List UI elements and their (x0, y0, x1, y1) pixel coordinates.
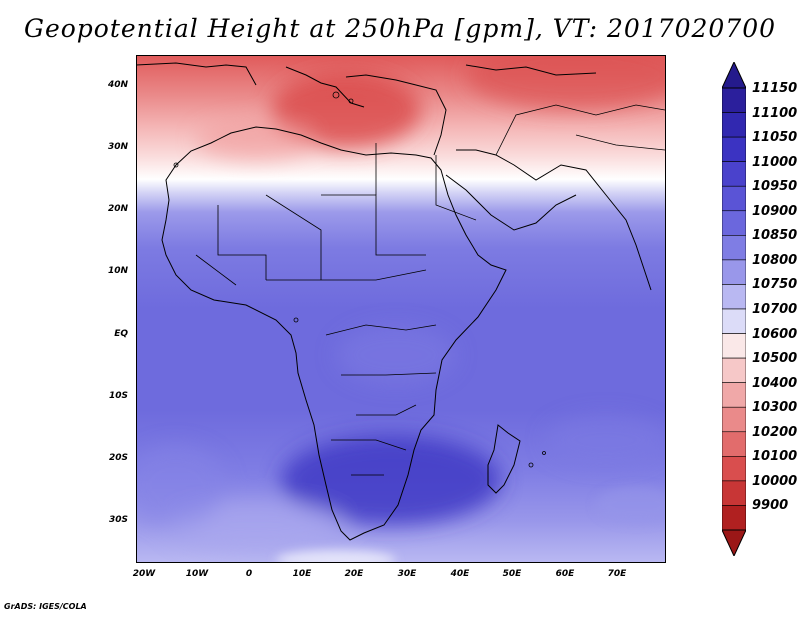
colorbar-label: 10750 (752, 277, 798, 293)
colorbar-cell (722, 235, 746, 261)
colorbar-cell (722, 431, 746, 457)
coastlines (136, 62, 652, 541)
geopotential-map (136, 55, 665, 562)
colorbar-cell (722, 284, 746, 310)
colorbar-label: 10800 (752, 252, 798, 268)
colorbar-cell (722, 259, 746, 285)
lon-label-50e: 50E (502, 569, 522, 579)
lat-label-30s: 30S (108, 515, 128, 525)
lat-label-40n: 40N (107, 80, 128, 90)
colorbar-label: 11100 (752, 105, 798, 121)
colorbar-label: 10700 (752, 302, 798, 317)
colorbar-cell (722, 136, 746, 162)
country-borders (195, 104, 665, 476)
colorbar-cell (722, 406, 746, 433)
lon-label-20w: 20W (132, 569, 156, 579)
colorbar-label: 11150 (752, 81, 798, 96)
colorbar-cell (722, 87, 746, 113)
lat-label-10s: 10S (108, 391, 128, 401)
colorbar-label: 10950 (752, 179, 798, 195)
lat-label-30n: 30N (107, 142, 128, 152)
lat-label-20n: 20N (107, 204, 128, 214)
credit-text: GrADS: IGES/COLA (4, 602, 87, 611)
lat-label-eq: EQ (114, 329, 128, 339)
colorbar-label: 10850 (752, 228, 798, 244)
colorbar-cell (722, 357, 746, 383)
colorbar-label: 10500 (752, 351, 798, 367)
colorbar-top-arrow (722, 62, 746, 89)
height-anomalies (136, 55, 665, 550)
colorbar-label: 11050 (752, 130, 798, 146)
map-plot-area (136, 55, 665, 562)
colorbar-cell (722, 185, 746, 212)
lon-label-70e: 70E (607, 569, 627, 579)
lon-label-0: 0 (245, 569, 253, 579)
lon-label-10e: 10E (292, 569, 312, 579)
lon-label-10w: 10W (185, 569, 209, 579)
lon-label-60e: 60E (555, 569, 575, 579)
colorbar-cell (722, 112, 746, 138)
colorbar (722, 62, 746, 556)
lon-label-20e: 20E (344, 569, 364, 579)
colorbar-label: 10000 (752, 473, 798, 489)
colorbar-label: 9900 (752, 498, 789, 514)
colorbar-cell (722, 456, 746, 482)
lon-label-30e: 30E (397, 569, 417, 579)
map-title: Geopotential Height at 250hPa [gpm], VT:… (23, 14, 777, 43)
colorbar-cell (722, 161, 746, 187)
colorbar-label: 10900 (752, 203, 798, 219)
colorbar-cell (722, 480, 746, 506)
lon-label-40e: 40E (450, 569, 470, 579)
colorbar-label: 11000 (752, 154, 798, 170)
colorbar-cell (722, 210, 746, 236)
colorbar-bottom-arrow (722, 529, 746, 556)
colorbar-label: 10400 (752, 375, 798, 391)
colorbar-cell (722, 505, 746, 531)
colorbar-label: 10300 (752, 400, 798, 416)
lat-label-20s: 20S (108, 453, 128, 463)
colorbar-cell (722, 333, 746, 359)
colorbar-label: 10100 (752, 449, 798, 465)
lat-label-10n: 10N (107, 266, 128, 276)
colorbar-cell (722, 308, 746, 334)
colorbar-label: 10200 (752, 424, 798, 440)
colorbar-cell (722, 382, 746, 408)
colorbar-label: 10600 (752, 326, 798, 342)
